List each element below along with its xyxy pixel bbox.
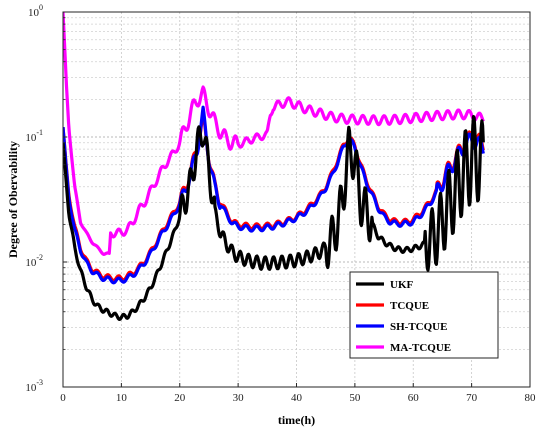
- y-tick-label: 10-2: [25, 253, 43, 269]
- series-line-tcque: [63, 111, 485, 283]
- x-axis-label: time(h): [278, 413, 315, 427]
- y-tick-label: 10-3: [25, 378, 43, 394]
- x-tick-label: 20: [174, 392, 186, 404]
- x-tick-label: 10: [116, 392, 128, 404]
- y-tick-label: 100: [28, 3, 43, 19]
- series-line-ma-tcque: [63, 12, 485, 256]
- legend-box: [349, 271, 499, 359]
- ticks: 0 10 20 30 40 50 60 70 80 100 10-1 10-2 10-3: [25, 3, 536, 404]
- series-layer: [63, 12, 485, 321]
- legend-label-ukf: UKF: [390, 279, 414, 291]
- x-tick-label: 40: [291, 392, 303, 404]
- x-tick-label: 80: [525, 392, 537, 404]
- x-tick-label: 30: [233, 392, 245, 404]
- y-tick-label: 10-1: [25, 128, 43, 144]
- x-tick-label: 50: [349, 392, 361, 404]
- series-line-sh-tcque: [63, 105, 485, 285]
- x-tick-label: 70: [466, 392, 478, 404]
- y-axis-label: Degree of Obervability: [6, 141, 20, 258]
- series-line-ukf: [63, 114, 485, 321]
- legend-label-ma-tcque: MA-TCQUE: [390, 342, 451, 354]
- x-tick-label: 60: [408, 392, 420, 404]
- x-tick-label: 0: [60, 392, 66, 404]
- legend: UKF TCQUE SH-TCQUE MA-TCQUE: [349, 271, 499, 359]
- legend-label-tcque: TCQUE: [390, 300, 429, 312]
- legend-label-sh-tcque: SH-TCQUE: [390, 321, 447, 333]
